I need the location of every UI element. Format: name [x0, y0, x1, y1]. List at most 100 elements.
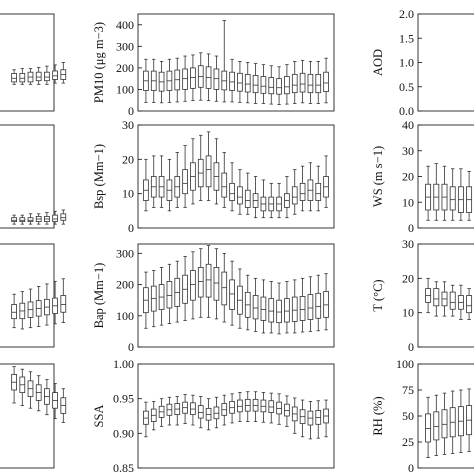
- box-body: [213, 68, 220, 90]
- box-bsp-4: [174, 152, 181, 208]
- panel-frame: [137, 124, 335, 229]
- box-r2-left-partial-4: [44, 212, 50, 225]
- box-bsp-16: [268, 182, 275, 219]
- box-bap-4: [174, 260, 181, 323]
- panel-frame: [417, 243, 474, 348]
- box-r2-left-partial-6: [60, 209, 67, 225]
- box-pm10-10: [221, 20, 228, 103]
- y-tick-label: 20: [402, 170, 414, 184]
- box-body: [19, 73, 26, 83]
- y-tick-label: 100: [396, 357, 414, 371]
- box-pm10-3: [166, 58, 173, 103]
- box-bsp-18: [284, 176, 290, 219]
- y-tick-label: 0.5: [399, 80, 414, 94]
- box-bsp-15: [260, 179, 267, 219]
- box-ssa-13: [244, 391, 251, 422]
- panel-frame: [137, 243, 335, 348]
- box-body: [323, 291, 329, 318]
- box-r2-left-partial-3: [35, 213, 42, 225]
- box-bap-15: [260, 279, 267, 334]
- panel-ws: 0 10 20 30 40 WS (m s−1): [371, 118, 474, 235]
- box-body: [244, 73, 251, 93]
- box-bap-10: [221, 252, 228, 323]
- y-axis-label: Bsp (Mm−1): [92, 144, 106, 209]
- box-bsp-8: [205, 131, 212, 201]
- y-tick-label: 0: [128, 221, 134, 235]
- y-tick-label: 0.95: [113, 392, 134, 406]
- y-tick-label: 0: [128, 340, 134, 354]
- box-body: [52, 70, 58, 80]
- box-body: [291, 296, 298, 322]
- box-ssa-22: [315, 400, 322, 439]
- panel-frame: [0, 243, 55, 348]
- box-body: [213, 267, 220, 301]
- box-body: [237, 72, 243, 92]
- panel-bsp: 0 10 20 30 Bsp (Mm−1): [92, 118, 335, 235]
- box-bap-21: [307, 276, 314, 332]
- box-ssa-8: [205, 398, 212, 431]
- y-tick-label: 100: [116, 82, 134, 96]
- box-ssa-2: [158, 398, 165, 427]
- box-body: [205, 155, 212, 188]
- box-bsp-22: [315, 165, 322, 212]
- y-tick-label: 40: [402, 118, 414, 132]
- box-ssa-5: [182, 394, 188, 425]
- box-bap-18: [284, 281, 290, 334]
- box-bap-5: [182, 256, 188, 321]
- y-axis-label: AOD: [371, 49, 385, 76]
- box-body: [35, 71, 42, 82]
- box-pm10-22: [315, 61, 322, 104]
- panel-r1-left-partial: [0, 13, 67, 112]
- box-bsp-19: [291, 169, 298, 215]
- box-r2-left-partial-1: [19, 214, 26, 225]
- box-body: [323, 71, 329, 92]
- box-r1-left-partial-2: [27, 68, 34, 85]
- box-pm10-8: [205, 53, 212, 102]
- box-temp-1: [433, 281, 440, 317]
- box-bap-14: [252, 277, 259, 332]
- panel-frame: [417, 124, 474, 229]
- box-bsp-12: [237, 169, 243, 215]
- panel-r2-left-partial: [0, 124, 67, 229]
- box-temp-3: [449, 284, 456, 317]
- box-pm10-20: [299, 59, 306, 104]
- y-tick-label: 75: [402, 383, 414, 397]
- box-r4-left-partial-2: [27, 371, 34, 409]
- box-temp-4: [457, 284, 464, 320]
- y-tick-label: 200: [116, 61, 134, 75]
- box-r1-left-partial-4: [44, 65, 50, 85]
- box-body: [60, 213, 67, 221]
- box-r4-left-partial-4: [44, 379, 50, 416]
- y-tick-label: 0.0: [399, 104, 414, 118]
- y-tick-label: 100: [116, 309, 134, 323]
- box-ssa-14: [252, 391, 259, 422]
- box-bsp-20: [299, 165, 306, 212]
- box-body: [315, 292, 322, 319]
- box-ssa-6: [190, 394, 196, 426]
- box-bsp-11: [229, 162, 235, 212]
- box-body: [284, 76, 290, 95]
- box-ssa-1: [150, 401, 157, 431]
- box-bsp-21: [307, 162, 314, 212]
- box-ssa-3: [166, 396, 173, 426]
- box-body: [433, 411, 440, 441]
- box-ws-5: [466, 170, 473, 221]
- box-body: [307, 73, 314, 94]
- box-r2-left-partial-5: [52, 210, 58, 225]
- box-body: [441, 409, 448, 439]
- box-rh-4: [457, 389, 464, 453]
- box-r3-left-partial-6: [60, 278, 67, 323]
- box-rh-0: [425, 396, 432, 459]
- box-r1-left-partial-6: [60, 62, 67, 84]
- box-bap-23: [323, 273, 329, 331]
- y-axis-label: RH (%): [371, 396, 385, 435]
- box-r3-left-partial-2: [27, 288, 34, 329]
- box-r3-left-partial-3: [35, 286, 42, 327]
- box-bsp-1: [150, 155, 157, 208]
- box-body: [11, 304, 17, 320]
- box-body: [197, 267, 204, 298]
- box-bap-22: [315, 274, 322, 332]
- box-pm10-18: [284, 64, 290, 105]
- box-body: [252, 75, 259, 94]
